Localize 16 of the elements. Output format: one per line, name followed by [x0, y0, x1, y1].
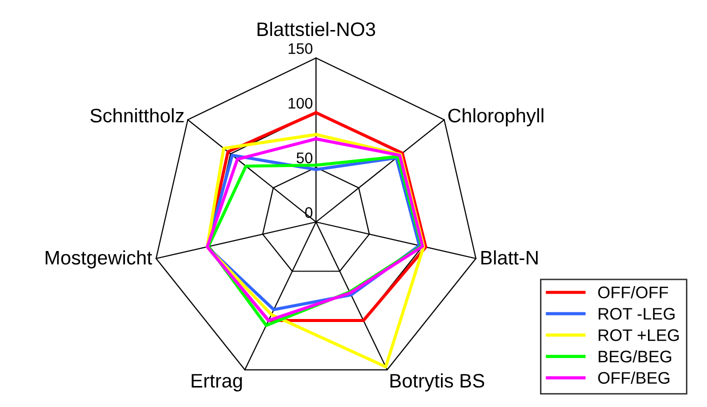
- spoke-label: Chlorophyll: [448, 108, 544, 126]
- spoke-label: Schnittholz: [90, 108, 184, 122]
- legend-label: ROT -LEG: [598, 308, 675, 320]
- legend-label: ROT +LEG: [598, 329, 679, 342]
- legend-label: OFF/BEG: [598, 372, 670, 384]
- legend-label: OFF/OFF: [598, 286, 668, 298]
- y-tick-label: 100: [288, 98, 312, 109]
- spoke-label: Mostgewicht: [46, 250, 152, 268]
- spoke-label: Botrytis BS: [390, 373, 484, 392]
- spoke-label: Blattstiel-NO3: [258, 22, 376, 36]
- legend-label: BEG/BEG: [598, 350, 672, 362]
- y-tick-label: 0: [305, 207, 312, 218]
- spoke-label: Ertrag: [192, 374, 242, 392]
- y-tick-label: 150: [288, 43, 312, 54]
- y-tick-label: 50: [296, 152, 312, 164]
- spoke-label: Blatt-N: [481, 250, 538, 265]
